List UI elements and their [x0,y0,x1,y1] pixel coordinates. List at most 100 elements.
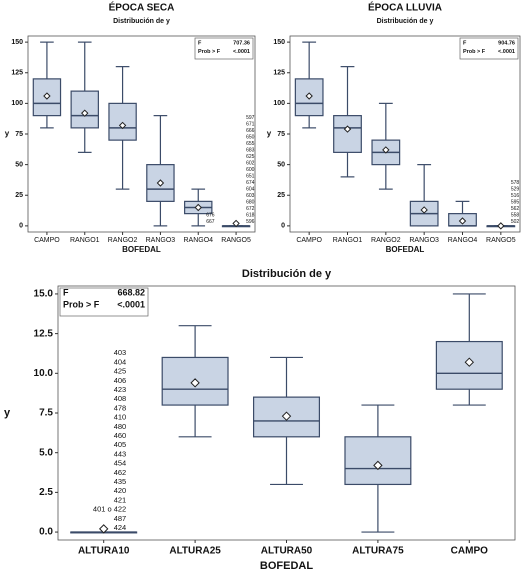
y-tick-label: 5.0 [39,447,53,458]
outlier-label: 403 [114,348,127,357]
stats-value: <.0001 [498,49,515,55]
outlier-label: 516 [511,193,520,199]
plot-frame [289,35,521,233]
x-axis-title: BOFEDAL [122,245,161,254]
y-tick-label: 10.0 [34,368,54,379]
outlier-label: 666 [246,128,255,134]
y-tick-label: 50 [15,161,23,168]
outlier-label: 676 [206,213,215,219]
outlier-label: 420 [114,486,127,495]
y-tick-label: 150 [273,39,285,46]
x-tick-label: RANGO3 [146,237,176,244]
outlier-label: 604 [246,187,255,193]
outlier-label: 478 [114,403,127,412]
mean-marker [190,378,200,388]
outlier-label: 596 [246,219,255,225]
x-tick-label: CAMPO [34,237,60,244]
chart-title: ÉPOCA LLUVIA [368,1,442,14]
stats-label: F [63,287,69,297]
outlier-label: 672 [246,206,255,212]
outlier-label: 502 [511,219,520,225]
mean-marker [281,411,292,421]
x-tick-label: CAMPO [296,237,322,244]
x-tick-label: RANGO5 [486,237,516,244]
outlier-label: 600 [246,167,255,173]
outlier-label: 424 [114,523,127,532]
outlier-label: 625 [246,154,255,160]
box [344,436,412,486]
outlier-label: 406 [114,376,127,385]
y-axis-title: y [4,407,11,419]
y-tick-label: 150 [11,39,23,46]
outlier-label: 603 [246,193,255,199]
outlier-label: 405 [114,440,127,449]
y-tick-label: 100 [11,100,23,107]
x-tick-label: RANGO5 [221,237,251,244]
chart-subtitle: Distribución de y [377,18,434,25]
mean-marker [497,222,505,230]
stats-value: <.0001 [117,299,145,309]
outlier-label: 558 [511,213,520,219]
y-axis-title: y [5,129,10,138]
outlier-label: 529 [511,187,520,193]
y-tick-label: 25 [277,192,285,199]
stats-value: 904.76 [498,40,515,46]
outlier-label: 487 [114,514,127,523]
stats-label: F [198,40,202,46]
outlier-label: 578 [511,180,520,186]
outlier-label: 443 [114,449,127,458]
outlier-label: 435 [114,477,127,486]
x-axis-title: BOFEDAL [386,245,425,254]
x-tick-label: ALTURA25 [169,546,221,557]
mean-marker [343,125,352,133]
plot-frame [27,35,256,233]
x-axis-title: BOFEDAL [260,560,313,572]
y-tick-label: 125 [273,70,285,77]
x-tick-label: ALTURA75 [352,546,404,557]
outlier-label: 597 [246,115,255,121]
x-tick-label: RANGO2 [371,237,401,244]
stats-label: Prob > F [198,49,221,55]
y-tick-label: 125 [11,70,23,77]
outlier-label: 602 [246,161,255,167]
mean-marker [156,179,165,187]
mean-marker [373,460,383,471]
outlier-label: 480 [114,422,127,431]
stats-box [459,37,519,60]
mean-marker [43,92,51,100]
outlier-label: 462 [114,468,127,477]
box [333,115,362,153]
outlier-label: 680 [246,200,255,206]
y-tick-label: 12.5 [34,328,54,339]
outlier-label: 404 [114,357,127,366]
y-tick-label: 50 [277,161,285,168]
mean-marker [458,217,467,225]
y-tick-label: 25 [15,192,23,199]
x-tick-label: RANGO4 [183,237,213,244]
outlier-label: 650 [246,135,255,141]
mean-marker [232,219,240,228]
mean-marker [81,109,89,117]
stats-label: Prob > F [63,299,100,309]
outlier-label: 651 [246,174,255,180]
x-tick-label: RANGO3 [409,237,439,244]
y-tick-label: 100 [273,100,285,107]
stats-box [194,37,254,60]
y-tick-label: 7.5 [39,408,53,419]
stats-label: F [463,40,467,46]
x-tick-label: ALTURA50 [261,546,313,557]
mean-marker [305,92,313,100]
outlier-label: 410 [114,413,127,422]
y-tick-label: 2.5 [39,487,53,498]
x-tick-label: RANGO2 [108,237,138,244]
y-tick-label: 75 [15,131,23,138]
chart-subtitle: Distribución de y [113,18,170,25]
x-tick-label: RANGO4 [448,237,478,244]
x-tick-label: ALTURA10 [78,546,130,557]
x-tick-label: RANGO1 [70,237,100,244]
outlier-label: 460 [114,431,127,440]
y-axis-title: y [267,129,272,138]
outlier-label: 618 [246,213,255,219]
